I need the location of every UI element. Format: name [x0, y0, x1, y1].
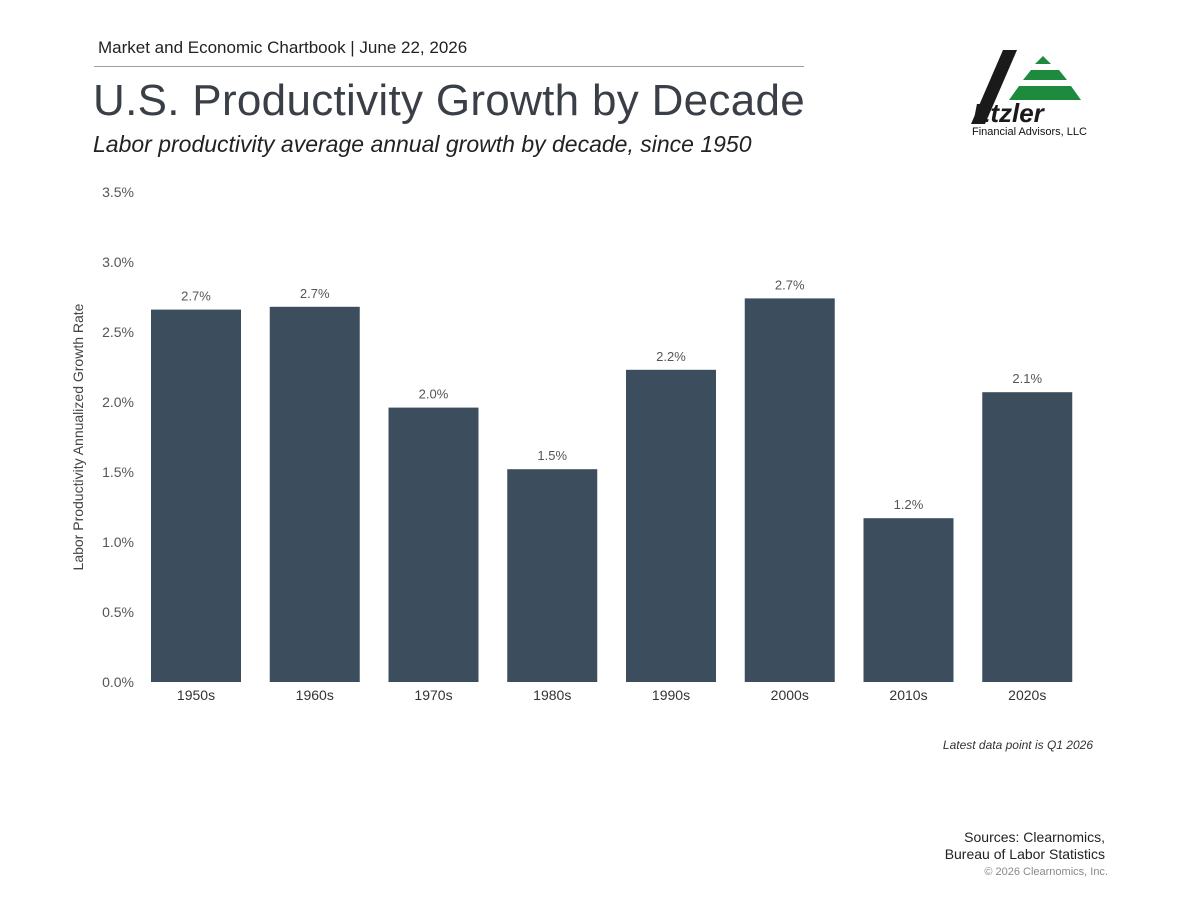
etzler-logo-icon: Etzler — [971, 50, 1081, 128]
data-label: 2.7% — [181, 289, 211, 304]
y-tick-label: 2.5% — [102, 324, 134, 340]
bar-1970s — [388, 407, 479, 682]
sources-line-1: Sources: Clearnomics, — [964, 829, 1105, 845]
chart-subtitle: Labor productivity average annual growth… — [93, 131, 752, 157]
data-label: 2.0% — [419, 387, 449, 402]
logo-name: Etzler — [973, 98, 1046, 128]
data-label: 1.5% — [537, 448, 567, 463]
latest-data-note: Latest data point is Q1 2026 — [942, 738, 1093, 752]
bar-1960s — [269, 306, 360, 682]
data-label: 2.2% — [656, 349, 686, 364]
data-label: 2.7% — [775, 277, 805, 292]
chart-title: U.S. Productivity Growth by Decade — [93, 76, 806, 125]
header-divider — [94, 66, 804, 67]
x-tick-label: 1990s — [652, 687, 690, 703]
x-tick-label: 1960s — [296, 687, 334, 703]
data-label: 2.7% — [300, 286, 330, 301]
y-tick-label: 0.5% — [102, 604, 134, 620]
bar-2020s — [982, 392, 1073, 682]
x-tick-label: 1980s — [533, 687, 571, 703]
bar-2000s — [744, 298, 835, 682]
data-label: 1.2% — [894, 497, 924, 512]
chartbook-header: Market and Economic Chartbook | June 22,… — [98, 38, 468, 57]
x-tick-label: 2010s — [889, 687, 927, 703]
y-tick-label: 1.0% — [102, 534, 134, 550]
y-tick-label: 3.5% — [102, 184, 134, 200]
bar-1980s — [507, 469, 598, 682]
sources-line-2: Bureau of Labor Statistics — [944, 846, 1105, 862]
copyright: © 2026 Clearnomics, Inc. — [984, 866, 1108, 878]
y-axis-label: Labor Productivity Annualized Growth Rat… — [70, 303, 86, 570]
y-tick-label: 1.5% — [102, 464, 134, 480]
y-tick-label: 0.0% — [102, 674, 134, 690]
bar-2010s — [863, 518, 954, 682]
bar-1950s — [151, 309, 241, 682]
x-tick-label: 1950s — [177, 687, 215, 703]
sources: Sources: Clearnomics, Bureau of Labor St… — [945, 829, 1105, 863]
y-tick-label: 3.0% — [102, 254, 134, 270]
logo-tagline: Financial Advisors, LLC — [972, 126, 1087, 138]
x-tick-label: 2000s — [771, 687, 809, 703]
bar-1990s — [626, 369, 716, 682]
data-label: 2.1% — [1012, 371, 1042, 386]
x-tick-label: 1970s — [414, 687, 452, 703]
y-tick-label: 2.0% — [102, 394, 134, 410]
x-tick-label: 2020s — [1008, 687, 1046, 703]
